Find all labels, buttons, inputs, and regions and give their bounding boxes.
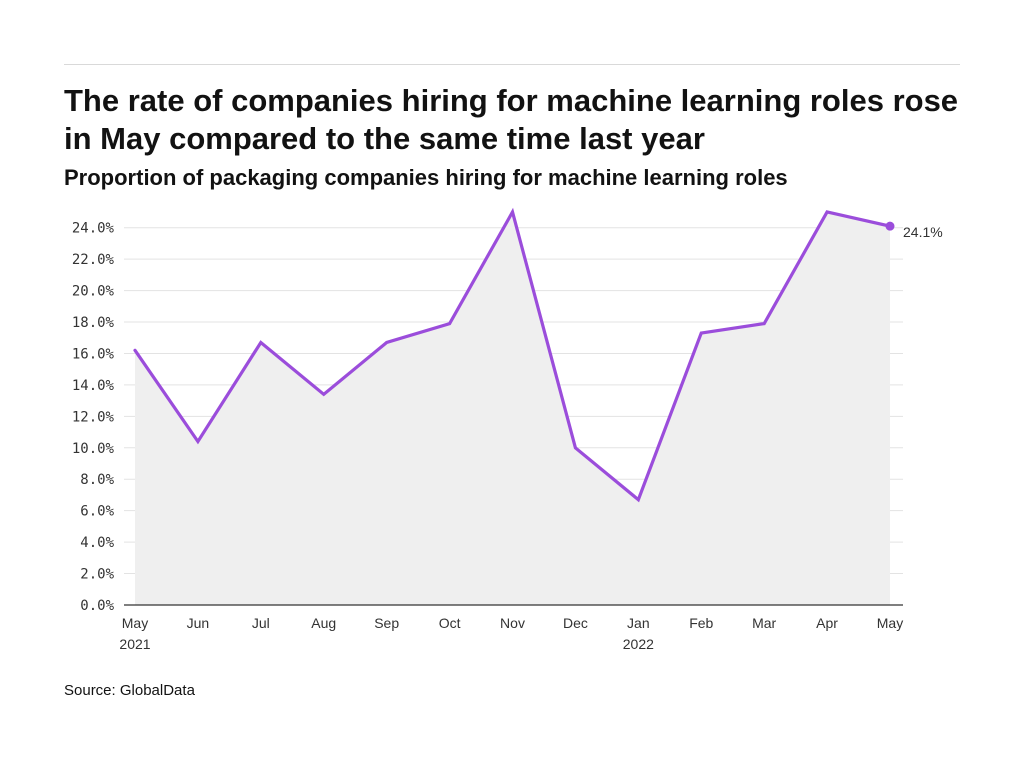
chart-title: The rate of companies hiring for machine… <box>64 83 959 156</box>
y-tick-label: 12.0% <box>72 409 115 425</box>
x-tick-label: May <box>122 615 148 631</box>
y-tick-label: 24.0% <box>72 221 115 237</box>
line-chart: 0.0% 2.0% 4.0% 6.0% 8.0% 10.0% 12.0% 14.0% 16.0%… <box>72 207 943 652</box>
y-tick-label: 6.0% <box>80 504 114 520</box>
x-tick-label: 2021 <box>119 636 150 652</box>
markers: 24.1% <box>885 221 943 240</box>
x-tick-label: Jan <box>627 615 650 631</box>
y-tick-label: 20.0% <box>72 284 115 300</box>
x-tick-label: Mar <box>752 615 776 631</box>
x-tick-label: Oct <box>439 615 461 631</box>
x-tick-label: Jul <box>252 615 270 631</box>
y-tick-label: 4.0% <box>80 535 114 551</box>
y-tick-label: 16.0% <box>72 346 115 362</box>
end-point <box>885 221 895 231</box>
end-value-label: 24.1% <box>903 224 943 240</box>
series-line <box>133 207 892 503</box>
top-rule <box>64 64 960 65</box>
y-tick-label: 8.0% <box>80 472 114 488</box>
chart-subtitle: Proportion of packaging companies hiring… <box>64 165 788 190</box>
x-tick-label: Nov <box>500 615 525 631</box>
x-tick-label: 2022 <box>623 636 654 652</box>
y-tick-label: 2.0% <box>80 567 114 583</box>
line-layer <box>133 207 892 503</box>
y-tick-label: 0.0% <box>80 598 114 614</box>
source-note: Source: GlobalData <box>64 682 195 699</box>
x-tick-label: Jun <box>187 615 210 631</box>
y-tick-label: 10.0% <box>72 441 115 457</box>
x-tick-label: Dec <box>563 615 588 631</box>
y-tick-label: 14.0% <box>72 378 115 394</box>
area-layer <box>124 212 903 606</box>
x-axis: May 2021 Jun Jul Aug Sep Oct Nov Dec Jan 2022 Feb Ma… <box>119 615 903 652</box>
y-tick-label: 22.0% <box>72 252 115 268</box>
y-axis: 0.0% 2.0% 4.0% 6.0% 8.0% 10.0% 12.0% 14.0% 16.0%… <box>72 221 115 614</box>
y-tick-label: 18.0% <box>72 315 115 331</box>
x-tick-label: Feb <box>689 615 713 631</box>
x-tick-label: Apr <box>816 615 838 631</box>
series-area <box>135 212 890 605</box>
x-tick-label: Aug <box>311 615 336 631</box>
x-tick-label: Sep <box>374 615 399 631</box>
x-tick-label: May <box>877 615 903 631</box>
